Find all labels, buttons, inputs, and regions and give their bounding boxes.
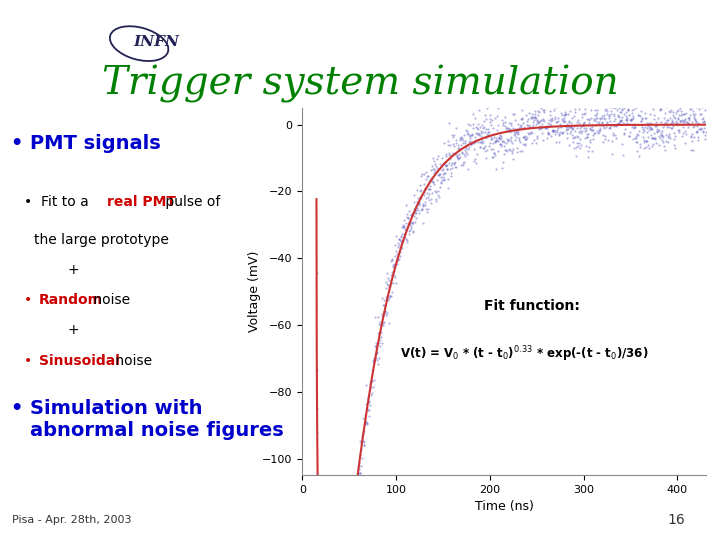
X-axis label: Time (ns): Time (ns) — [474, 501, 534, 514]
Text: •: • — [10, 399, 22, 418]
Text: Pisa - Apr. 28th, 2003: Pisa - Apr. 28th, 2003 — [12, 515, 131, 525]
Text: pulse of: pulse of — [161, 195, 221, 209]
Text: V(t) = V$_0$ * (t - t$_0$)$^{0.33}$ * exp(-(t - t$_0$)/36): V(t) = V$_0$ * (t - t$_0$)$^{0.33}$ * ex… — [400, 344, 649, 364]
Text: INFN: INFN — [133, 35, 179, 49]
Text: PMT signals: PMT signals — [30, 134, 161, 153]
Text: •: • — [24, 293, 36, 307]
Text: Random: Random — [39, 293, 103, 307]
Text: Sinusoidal: Sinusoidal — [39, 354, 120, 368]
Text: Trigger system simulation: Trigger system simulation — [102, 65, 618, 103]
Text: noise: noise — [111, 354, 152, 368]
Text: the large prototype: the large prototype — [34, 233, 168, 247]
Text: •: • — [24, 354, 36, 368]
Text: +: + — [68, 323, 79, 338]
Text: •  Fit to a: • Fit to a — [24, 195, 93, 209]
Text: •: • — [10, 134, 22, 153]
Text: +: + — [68, 263, 79, 277]
Y-axis label: Voltage (mV): Voltage (mV) — [248, 251, 261, 332]
Text: Fit function:: Fit function: — [485, 299, 580, 313]
Text: Simulation with
abnormal noise figures: Simulation with abnormal noise figures — [30, 399, 284, 440]
Text: 16: 16 — [668, 512, 685, 526]
Text: real PMT: real PMT — [107, 195, 176, 209]
Text: noise: noise — [89, 293, 130, 307]
